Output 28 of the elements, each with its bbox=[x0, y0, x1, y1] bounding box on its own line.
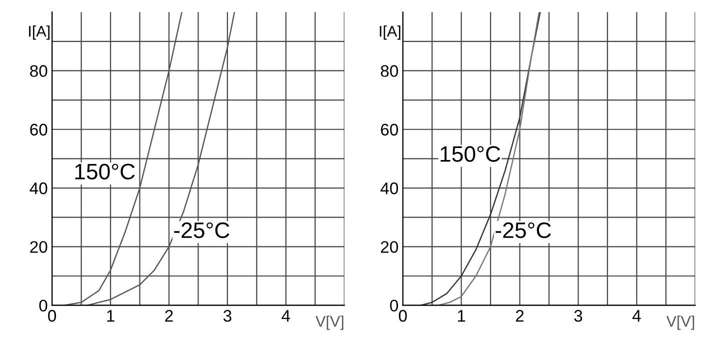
y-tick-label: 60 bbox=[380, 124, 398, 136]
y-tick-label: 0 bbox=[390, 300, 398, 312]
y-tick-label: 40 bbox=[30, 182, 48, 194]
x-tick-label: 0 bbox=[398, 310, 407, 322]
y-axis-title: I[A] bbox=[29, 25, 50, 40]
y-axis-title: I[A] bbox=[380, 25, 400, 40]
y-tick-label: 80 bbox=[380, 65, 398, 77]
series-label: -25°C bbox=[496, 222, 551, 238]
series-label: -25°C bbox=[174, 222, 230, 238]
x-axis-title: V[V] bbox=[666, 316, 694, 330]
x-tick-label: 2 bbox=[165, 310, 173, 322]
x-tick-label: 3 bbox=[223, 310, 232, 322]
y-tick-label: 60 bbox=[30, 124, 48, 136]
series-label: 150°C bbox=[440, 146, 500, 162]
x-tick-label: 0 bbox=[48, 310, 56, 322]
x-tick-label: 4 bbox=[282, 310, 290, 322]
x-tick-label: 1 bbox=[458, 310, 466, 322]
x-tick-label: 3 bbox=[574, 310, 582, 322]
x-tick-label: 2 bbox=[516, 310, 524, 322]
y-tick-label: 40 bbox=[380, 182, 398, 194]
x-axis-title: V[V] bbox=[316, 316, 344, 330]
y-tick-label: 20 bbox=[380, 241, 398, 253]
series-label: 150°C bbox=[75, 164, 135, 180]
y-tick-label: 0 bbox=[39, 300, 48, 312]
x-tick-label: 4 bbox=[632, 310, 641, 322]
y-tick-label: 80 bbox=[30, 65, 48, 77]
x-tick-label: 1 bbox=[107, 310, 114, 322]
y-tick-label: 20 bbox=[30, 241, 48, 253]
